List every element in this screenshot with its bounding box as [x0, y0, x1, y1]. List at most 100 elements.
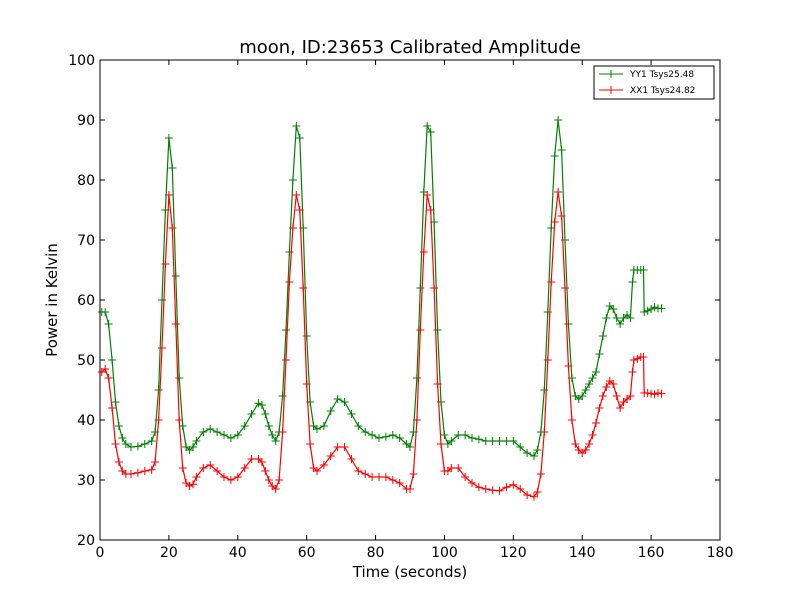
data-point	[588, 431, 597, 439]
data-point	[140, 440, 149, 448]
data-point	[598, 392, 607, 400]
data-point	[447, 437, 456, 445]
data-point	[278, 392, 287, 400]
data-point	[288, 176, 297, 184]
data-point	[564, 320, 573, 328]
data-point	[268, 431, 277, 439]
data-point	[104, 374, 113, 382]
data-point	[175, 374, 184, 382]
data-point	[147, 465, 156, 474]
y-tick-label: 100	[68, 53, 95, 69]
data-point	[158, 296, 166, 304]
data-point	[547, 278, 556, 286]
data-point	[168, 164, 177, 172]
data-point	[433, 380, 442, 388]
data-point	[629, 356, 638, 364]
data-point	[285, 278, 294, 286]
legend-box	[593, 65, 715, 100]
data-point	[495, 486, 504, 495]
data-point	[530, 492, 538, 501]
series-0	[97, 116, 666, 460]
x-tick-label: 40	[229, 545, 247, 561]
data-point	[612, 392, 621, 400]
data-point	[602, 383, 611, 391]
data-point	[282, 326, 290, 334]
data-point	[292, 191, 301, 199]
data-point	[609, 305, 618, 313]
data-point	[654, 389, 662, 397]
data-point	[326, 407, 335, 415]
data-point	[178, 464, 187, 472]
data-point	[561, 284, 569, 292]
data-point	[554, 188, 563, 196]
data-point	[121, 440, 130, 448]
data-point	[533, 446, 542, 454]
data-point	[292, 122, 301, 130]
data-point	[640, 308, 649, 316]
data-point	[295, 206, 304, 214]
data-point	[440, 431, 449, 439]
data-point	[158, 344, 166, 352]
data-point	[118, 434, 127, 442]
data-point	[192, 437, 201, 445]
data-point	[199, 428, 208, 436]
y-axis-label: Power in Kelvin	[43, 243, 61, 357]
data-point	[171, 272, 180, 280]
data-point	[133, 442, 142, 451]
data-point	[406, 443, 414, 451]
data-point	[233, 431, 242, 439]
x-tick-label: 80	[367, 545, 385, 561]
data-point	[271, 485, 280, 493]
x-tick-label: 20	[160, 545, 178, 561]
data-point	[657, 304, 666, 313]
data-point	[302, 332, 311, 340]
data-point	[578, 392, 587, 400]
data-point	[540, 428, 549, 436]
data-point	[340, 398, 349, 406]
data-point	[381, 432, 390, 441]
data-point	[523, 491, 532, 499]
data-point	[375, 473, 383, 481]
data-point	[650, 303, 659, 312]
data-point	[433, 326, 442, 334]
data-point	[423, 191, 432, 199]
data-point	[395, 479, 404, 487]
data-point	[468, 434, 476, 442]
data-point	[650, 390, 659, 399]
legend-marker-yy1	[607, 70, 615, 78]
data-point	[127, 443, 135, 451]
data-point	[647, 305, 656, 313]
data-point	[213, 467, 222, 475]
data-point	[564, 362, 573, 370]
data-point	[161, 260, 170, 268]
data-point	[347, 455, 356, 463]
data-point	[468, 479, 476, 487]
data-point	[502, 437, 511, 445]
legend: YY1 Tsys25.48 XX1 Tsys24.82	[593, 65, 715, 100]
data-point	[571, 440, 580, 448]
data-point	[437, 440, 445, 448]
data-point	[226, 434, 235, 442]
data-point	[151, 458, 160, 466]
data-point	[588, 374, 597, 382]
data-point	[474, 435, 483, 444]
series-1	[97, 188, 666, 501]
legend-label-xx1: XX1 Tsys24.82	[630, 86, 695, 96]
data-point	[585, 440, 594, 448]
data-point	[133, 468, 142, 477]
data-point	[616, 320, 625, 328]
x-tick-label: 0	[96, 545, 105, 561]
data-point	[175, 416, 184, 424]
data-point	[628, 278, 637, 286]
x-tick-label: 120	[500, 545, 527, 561]
data-point	[264, 476, 273, 484]
data-point	[557, 146, 566, 154]
data-point	[206, 461, 215, 469]
data-point	[108, 356, 117, 364]
data-point	[543, 356, 552, 364]
y-tick-label: 90	[77, 113, 95, 129]
data-point	[409, 470, 418, 478]
data-point	[567, 416, 576, 424]
data-point	[523, 449, 532, 457]
data-point	[192, 473, 201, 481]
